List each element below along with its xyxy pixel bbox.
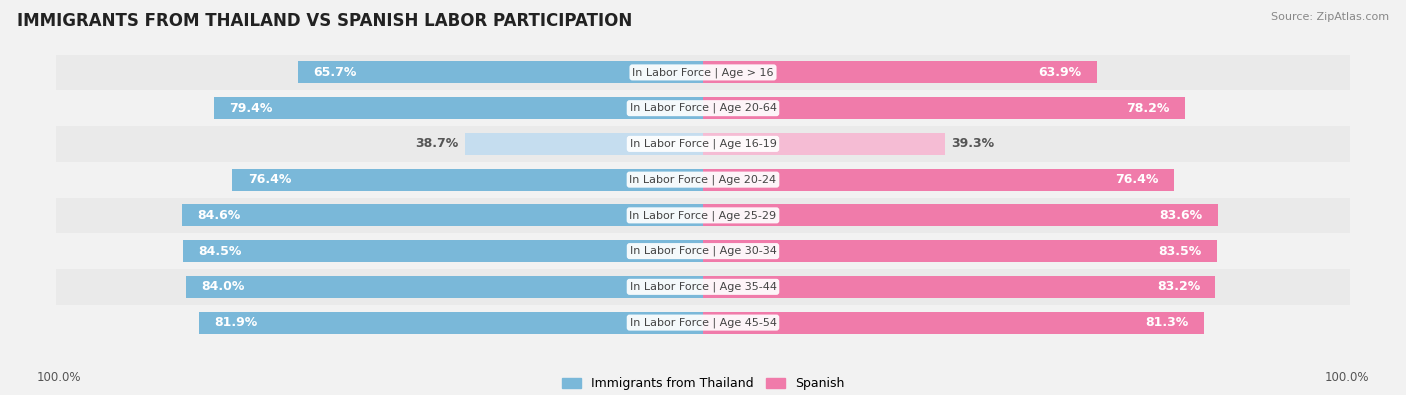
Bar [703, 61, 1097, 83]
Bar [703, 169, 1174, 191]
Text: 83.2%: 83.2% [1157, 280, 1201, 293]
Text: In Labor Force | Age 25-29: In Labor Force | Age 25-29 [630, 210, 776, 221]
Text: 100.0%: 100.0% [1324, 371, 1369, 384]
Text: IMMIGRANTS FROM THAILAND VS SPANISH LABOR PARTICIPATION: IMMIGRANTS FROM THAILAND VS SPANISH LABO… [17, 12, 633, 30]
Text: 84.6%: 84.6% [197, 209, 240, 222]
Bar [198, 312, 703, 334]
Bar [186, 276, 703, 298]
Text: 84.5%: 84.5% [198, 245, 242, 258]
Bar [56, 269, 1350, 305]
Bar [56, 126, 1350, 162]
Text: In Labor Force | Age 45-54: In Labor Force | Age 45-54 [630, 317, 776, 328]
Bar [56, 233, 1350, 269]
Bar [214, 97, 703, 119]
Bar [56, 90, 1350, 126]
Text: 84.0%: 84.0% [201, 280, 245, 293]
Bar [703, 276, 1215, 298]
Text: 83.5%: 83.5% [1159, 245, 1202, 258]
Text: In Labor Force | Age 20-24: In Labor Force | Age 20-24 [630, 174, 776, 185]
Bar [56, 55, 1350, 90]
Bar [298, 61, 703, 83]
Bar [703, 240, 1218, 262]
Text: 81.9%: 81.9% [214, 316, 257, 329]
Text: In Labor Force | Age > 16: In Labor Force | Age > 16 [633, 67, 773, 78]
Legend: Immigrants from Thailand, Spanish: Immigrants from Thailand, Spanish [557, 372, 849, 395]
Bar [56, 305, 1350, 340]
Text: 39.3%: 39.3% [952, 137, 994, 150]
Text: 78.2%: 78.2% [1126, 102, 1170, 115]
Text: 83.6%: 83.6% [1160, 209, 1202, 222]
Text: In Labor Force | Age 30-34: In Labor Force | Age 30-34 [630, 246, 776, 256]
Text: 38.7%: 38.7% [415, 137, 458, 150]
Bar [56, 198, 1350, 233]
Bar [56, 162, 1350, 198]
Text: 76.4%: 76.4% [247, 173, 291, 186]
Bar [183, 240, 703, 262]
Bar [703, 133, 945, 155]
Bar [181, 204, 703, 226]
Bar [703, 312, 1204, 334]
Text: In Labor Force | Age 35-44: In Labor Force | Age 35-44 [630, 282, 776, 292]
Text: In Labor Force | Age 16-19: In Labor Force | Age 16-19 [630, 139, 776, 149]
Text: 81.3%: 81.3% [1144, 316, 1188, 329]
Text: 76.4%: 76.4% [1115, 173, 1159, 186]
Text: 63.9%: 63.9% [1038, 66, 1081, 79]
Bar [703, 97, 1185, 119]
Text: 100.0%: 100.0% [37, 371, 82, 384]
Bar [232, 169, 703, 191]
Text: 79.4%: 79.4% [229, 102, 273, 115]
Text: Source: ZipAtlas.com: Source: ZipAtlas.com [1271, 12, 1389, 22]
Bar [464, 133, 703, 155]
Bar [703, 204, 1218, 226]
Text: In Labor Force | Age 20-64: In Labor Force | Age 20-64 [630, 103, 776, 113]
Text: 65.7%: 65.7% [314, 66, 357, 79]
